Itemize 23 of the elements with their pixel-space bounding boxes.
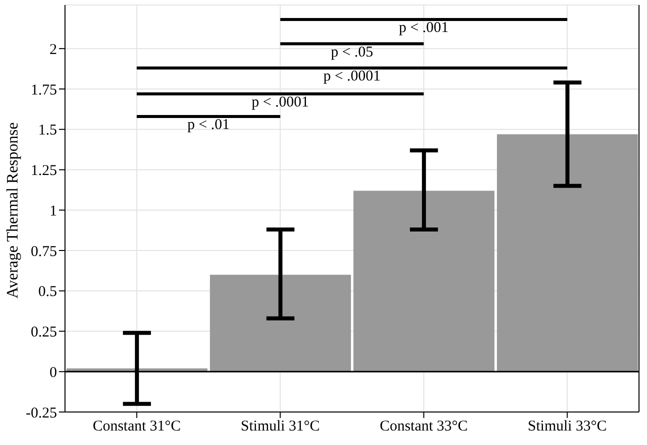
annotation: p < .001 xyxy=(398,20,449,36)
annotation: p < .0001 xyxy=(323,68,381,85)
y-tick-label: 0.25 xyxy=(30,324,57,341)
bar xyxy=(210,274,351,372)
annotation: p < .01 xyxy=(187,117,230,134)
y-tick-label: -0.25 xyxy=(26,405,57,422)
annotation: p < .0001 xyxy=(252,94,309,110)
y-tick-label: 1.75 xyxy=(30,82,57,98)
y-tick-label: 0 xyxy=(50,364,57,381)
bar xyxy=(353,190,494,372)
y-tick-label: 0.5 xyxy=(38,284,57,300)
y-tick-label: 1.5 xyxy=(38,122,57,139)
annotation: p < .05 xyxy=(330,44,374,60)
y-tick-label: 0.75 xyxy=(30,244,57,260)
bar xyxy=(496,134,638,372)
x-tick-label: Constant 31°C xyxy=(92,418,181,435)
x-tick-label: Constant 33°C xyxy=(380,418,468,435)
y-tick-label: 1 xyxy=(50,203,57,220)
y-tick-label: 2 xyxy=(50,42,57,58)
x-tick-label: Stimuli 33°C xyxy=(528,418,607,435)
y-axis-title: Average Thermal Response xyxy=(4,122,22,298)
x-tick-label: Stimuli 31°C xyxy=(240,418,320,435)
y-tick-label: 1.25 xyxy=(30,163,57,180)
